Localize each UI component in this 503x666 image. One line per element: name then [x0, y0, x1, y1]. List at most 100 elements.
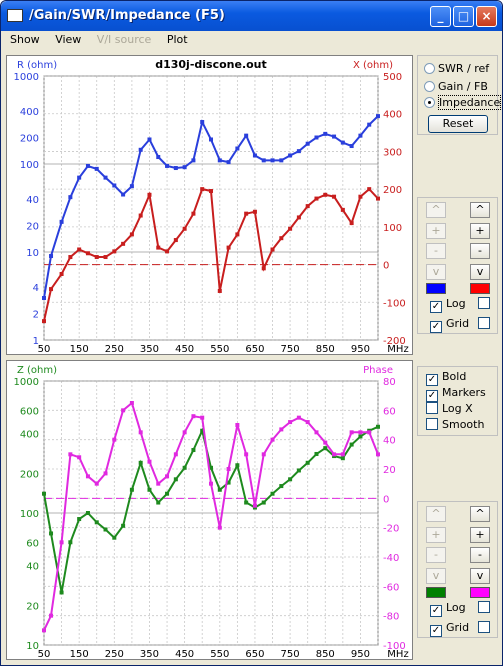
data-marker — [288, 226, 293, 231]
bottom-left-up-button[interactable]: ^ — [426, 506, 446, 522]
bold-check[interactable]: ✓ — [426, 374, 438, 386]
close-button[interactable]: × — [476, 6, 497, 27]
top-grid-checkbox[interactable]: ✓ Grid — [430, 317, 470, 333]
bottom-left-down-button[interactable]: v — [426, 568, 446, 584]
data-marker — [226, 480, 231, 485]
menu-view[interactable]: View — [55, 33, 82, 46]
top-left-down-button[interactable]: v — [426, 264, 446, 280]
left-tick-label: 200 — [20, 469, 39, 480]
smooth-checkbox[interactable]: Smooth — [426, 418, 484, 431]
data-marker — [129, 184, 134, 189]
menu-vi-source[interactable]: V/I source — [96, 33, 152, 46]
data-marker — [279, 158, 284, 163]
bottom-left-minus-button[interactable]: - — [426, 547, 446, 563]
bottom-right-color-swatch[interactable] — [470, 587, 490, 598]
data-marker — [209, 189, 213, 194]
display-options-group: ✓ Bold ✓ Markers Log X Smooth — [417, 366, 498, 436]
data-marker — [49, 287, 54, 292]
top-log-checkbox[interactable]: ✓ Log — [430, 297, 466, 313]
data-marker — [182, 226, 187, 231]
left-tick-label: 10 — [26, 248, 39, 259]
data-marker — [261, 500, 266, 505]
data-marker — [217, 288, 222, 293]
bottom-right-plus-button[interactable]: + — [470, 527, 490, 543]
top-log-check[interactable]: ✓ — [430, 301, 442, 313]
data-marker — [173, 166, 178, 171]
data-marker — [182, 430, 187, 435]
bottom-grid-check[interactable]: ✓ — [430, 625, 442, 637]
top-right-grid-checkbox[interactable] — [478, 317, 494, 330]
radio-gain-indicator[interactable] — [424, 81, 435, 92]
menu-plot[interactable]: Plot — [166, 33, 188, 46]
radio-swr-indicator[interactable] — [424, 63, 435, 74]
bottom-right-up-button[interactable]: ^ — [470, 506, 490, 522]
bottom-right-down-button[interactable]: v — [470, 568, 490, 584]
bottom-right-log-check[interactable] — [478, 601, 490, 613]
data-marker — [244, 500, 249, 505]
data-marker — [235, 146, 240, 151]
bold-checkbox[interactable]: ✓ Bold — [426, 370, 467, 386]
logx-checkbox[interactable]: Log X — [426, 402, 473, 415]
bottom-left-plus-button[interactable]: + — [426, 527, 446, 543]
top-left-up-button[interactable]: ^ — [426, 202, 446, 218]
right-tick-label: 400 — [383, 110, 402, 121]
radio-gain[interactable]: Gain / FB — [424, 80, 488, 93]
top-left-plus-button[interactable]: + — [426, 223, 446, 239]
data-marker — [314, 451, 319, 456]
data-marker — [147, 459, 152, 464]
bottom-right-minus-button[interactable]: - — [470, 547, 490, 563]
data-marker — [103, 255, 108, 260]
x-tick-label: 550 — [210, 649, 229, 659]
radio-impedance-indicator[interactable] — [424, 97, 435, 108]
data-marker — [332, 194, 337, 199]
logx-check[interactable] — [426, 402, 438, 414]
markers-checkbox[interactable]: ✓ Markers — [426, 386, 486, 402]
reset-button[interactable]: Reset — [428, 115, 488, 133]
data-marker — [129, 401, 134, 405]
data-marker — [59, 219, 64, 224]
data-marker — [323, 192, 328, 197]
data-marker — [376, 114, 380, 119]
data-marker — [261, 266, 266, 271]
smooth-check[interactable] — [426, 418, 438, 430]
data-marker — [305, 141, 310, 146]
data-marker — [270, 247, 275, 252]
data-marker — [279, 484, 284, 489]
minimize-button[interactable]: _ — [430, 6, 451, 27]
title-bar[interactable]: /Gain/SWR/Impedance (F5) _ □ × — [1, 1, 502, 31]
data-marker — [129, 232, 134, 237]
top-right-log-check[interactable] — [478, 297, 490, 309]
data-marker — [367, 430, 372, 435]
top-right-log-checkbox[interactable] — [478, 297, 494, 310]
data-marker — [279, 236, 284, 241]
bottom-right-grid-checkbox[interactable] — [478, 621, 494, 634]
top-right-minus-button[interactable]: - — [470, 243, 490, 259]
bottom-left-color-swatch[interactable] — [426, 587, 446, 598]
status-bar — [4, 651, 499, 663]
radio-impedance[interactable]: Impedance — [424, 95, 502, 110]
top-right-grid-check[interactable] — [478, 317, 490, 329]
data-marker — [191, 414, 196, 419]
radio-swr[interactable]: SWR / ref — [424, 62, 489, 75]
top-left-minus-button[interactable]: - — [426, 243, 446, 259]
data-marker — [217, 487, 222, 492]
top-plot-panel: 50 150 250 350 450 550 650 750 850 950 MHz 1000 400 2… — [6, 55, 413, 355]
bottom-grid-checkbox[interactable]: ✓ Grid — [430, 621, 470, 637]
top-right-plus-button[interactable]: + — [470, 223, 490, 239]
top-right-color-swatch[interactable] — [470, 283, 490, 294]
top-left-color-swatch[interactable] — [426, 283, 446, 294]
markers-check[interactable]: ✓ — [426, 390, 438, 402]
menu-show[interactable]: Show — [10, 33, 40, 46]
bottom-log-check[interactable]: ✓ — [430, 605, 442, 617]
bottom-right-log-checkbox[interactable] — [478, 601, 494, 614]
maximize-button[interactable]: □ — [453, 6, 474, 27]
data-marker — [147, 192, 152, 197]
data-marker — [200, 187, 205, 192]
bottom-scale-panel: ^ ^ + + - - v v ✓ Log ✓ Grid — [417, 501, 498, 638]
top-right-down-button[interactable]: v — [470, 264, 490, 280]
bottom-right-grid-check[interactable] — [478, 621, 490, 633]
left-tick-label: 40 — [26, 195, 39, 206]
bottom-log-checkbox[interactable]: ✓ Log — [430, 601, 466, 617]
top-grid-check[interactable]: ✓ — [430, 321, 442, 333]
top-right-up-button[interactable]: ^ — [470, 202, 490, 218]
